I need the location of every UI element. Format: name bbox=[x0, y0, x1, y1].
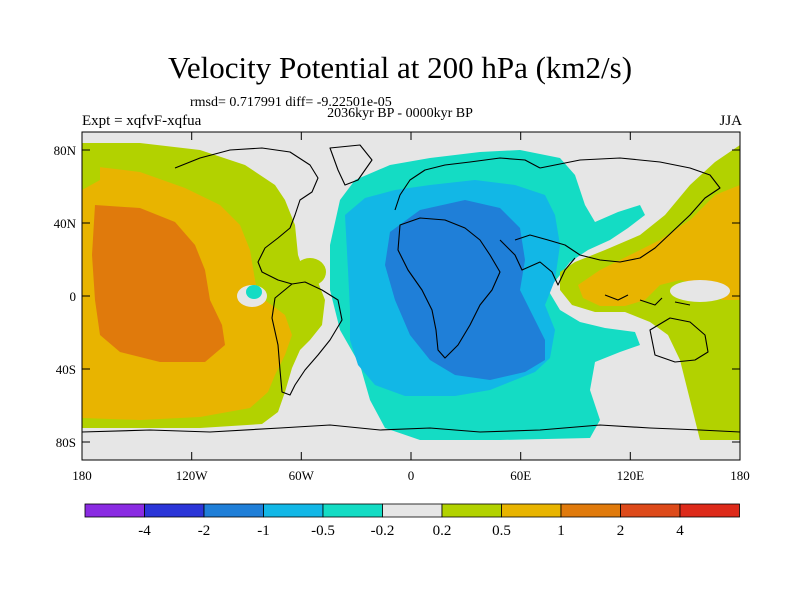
colorbar-swatch-1 bbox=[84, 503, 145, 518]
colorbar-swatch-10 bbox=[620, 503, 681, 518]
pacific-contour-1 bbox=[92, 205, 225, 362]
coast-europe bbox=[394, 157, 541, 211]
lon-label-180e: 180 bbox=[730, 468, 750, 483]
contour-fields bbox=[82, 132, 740, 460]
caribbean-cyan-blob bbox=[246, 285, 262, 299]
lat-tick-40s: 40S bbox=[56, 362, 740, 377]
stats-line: rmsd= 0.717991 diff= -9.22501e-05 bbox=[190, 95, 392, 110]
colorbar-label-9: 2 bbox=[617, 523, 625, 539]
coastlines bbox=[82, 144, 740, 433]
lon-tick-0: 0 bbox=[408, 132, 415, 483]
plot-title: Velocity Potential at 200 hPa (km2/s) bbox=[167, 50, 633, 85]
colorbar-label-2: -2 bbox=[198, 523, 211, 539]
coast-south-america bbox=[271, 281, 343, 396]
coast-maritime bbox=[604, 294, 691, 306]
lon-tick-60e: 60E bbox=[510, 132, 531, 483]
lat-label-40n: 40N bbox=[54, 216, 77, 231]
lon-tick-180w: 180 bbox=[72, 452, 92, 483]
colorbar-label-3: -1 bbox=[257, 523, 270, 539]
colorbar-label-6: 0.2 bbox=[433, 523, 452, 539]
coast-australia bbox=[649, 317, 709, 363]
lat-label-80s: 80S bbox=[56, 435, 76, 450]
westpac-contour-0.5 bbox=[578, 185, 740, 306]
colorbar-swatch-11 bbox=[679, 503, 740, 518]
colorbar-swatch-3 bbox=[203, 503, 264, 518]
westpac-neutral-blob bbox=[670, 280, 730, 302]
lon-tick-120w: 120W bbox=[176, 132, 209, 483]
coast-africa bbox=[397, 217, 501, 359]
lon-tick-120e: 120E bbox=[617, 132, 645, 483]
coast-arabia-india bbox=[499, 239, 576, 286]
coast-greenland bbox=[329, 144, 373, 186]
colorbar-swatch-5 bbox=[322, 503, 383, 518]
lon-label-60e: 60E bbox=[510, 468, 531, 483]
colorbar-swatch-4 bbox=[263, 503, 324, 518]
lon-label-180w: 180 bbox=[72, 468, 92, 483]
lat-tick-40n: 40N bbox=[54, 216, 740, 231]
colorbar: -4 -2 -1 -0.5 -0.2 0.2 0.5 1 2 4 bbox=[84, 503, 740, 539]
period-line: 2036kyr BP - 0000kyr BP bbox=[327, 106, 473, 121]
lat-tick-80s: 80S bbox=[56, 435, 740, 450]
coast-north-america bbox=[174, 147, 319, 285]
caribbean-high-blob bbox=[294, 258, 326, 286]
colorbar-label-7: 0.5 bbox=[492, 523, 511, 539]
lat-tick-0: 0 bbox=[70, 289, 740, 304]
lon-tick-60w: 60W bbox=[289, 132, 315, 483]
coast-asia bbox=[514, 157, 721, 263]
colorbar-swatch-7 bbox=[441, 503, 502, 518]
lat-label-80n: 80N bbox=[54, 143, 77, 158]
colorbar-label-4: -0.5 bbox=[311, 523, 335, 539]
lat-tick-80n: 80N bbox=[54, 143, 740, 158]
lat-label-0: 0 bbox=[70, 289, 77, 304]
lat-axis: 80N 40N 0 40S 80S bbox=[54, 143, 740, 450]
coast-antarctica bbox=[82, 424, 740, 433]
colorbar-label-8: 1 bbox=[557, 523, 565, 539]
experiment-label: Expt = xqfvF-xqfua bbox=[82, 113, 202, 129]
lon-tick-180e: 180 bbox=[730, 452, 750, 483]
lon-label-0: 0 bbox=[408, 468, 415, 483]
lon-label-120w: 120W bbox=[176, 468, 209, 483]
colorbar-label-1: -4 bbox=[138, 523, 151, 539]
colorbar-swatch-9 bbox=[560, 503, 621, 518]
colorbar-swatch-8 bbox=[501, 503, 562, 518]
westpac-high-left-edge bbox=[82, 143, 100, 190]
lon-label-120e: 120E bbox=[617, 468, 645, 483]
season-label: JJA bbox=[719, 113, 742, 129]
colorbar-swatch-6 bbox=[382, 503, 443, 518]
lat-label-40s: 40S bbox=[56, 362, 76, 377]
lon-axis: 180 120W 60W 0 60E 120E 180 bbox=[72, 132, 750, 483]
colorbar-label-10: 4 bbox=[676, 523, 684, 539]
colorbar-label-5: -0.2 bbox=[371, 523, 395, 539]
colorbar-swatch-2 bbox=[144, 503, 205, 518]
lon-label-60w: 60W bbox=[289, 468, 315, 483]
